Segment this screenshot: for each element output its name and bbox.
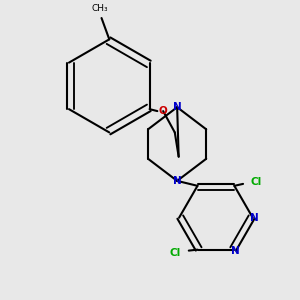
Text: N: N bbox=[173, 176, 182, 186]
Text: N: N bbox=[250, 213, 259, 223]
Text: N: N bbox=[231, 246, 240, 256]
Text: O: O bbox=[159, 106, 167, 116]
Text: N: N bbox=[173, 102, 182, 112]
Text: Cl: Cl bbox=[251, 177, 262, 187]
Text: CH₃: CH₃ bbox=[91, 4, 108, 13]
Text: Cl: Cl bbox=[170, 248, 181, 257]
